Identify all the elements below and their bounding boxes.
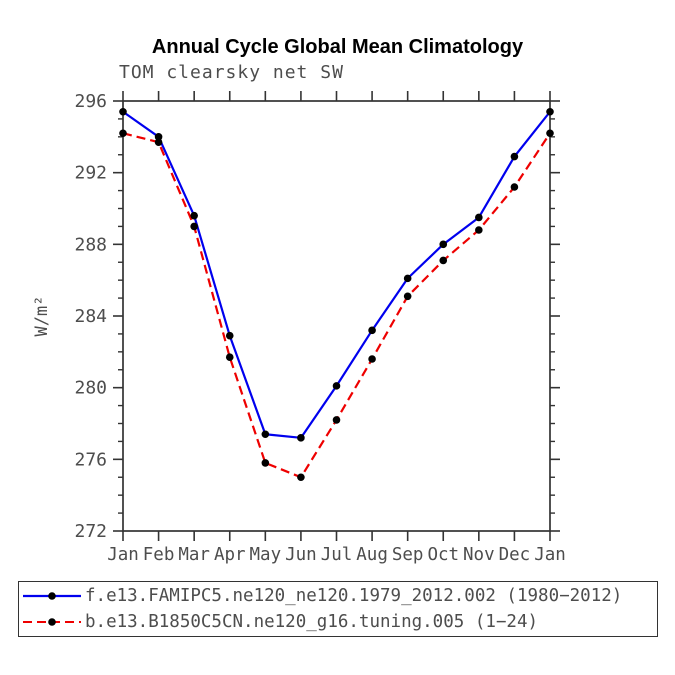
data-point <box>439 240 448 249</box>
legend-row: b.e13.B1850C5CN.ne120_g16.tuning.005 (1−… <box>19 610 657 635</box>
data-point <box>475 226 483 234</box>
data-point <box>332 416 341 424</box>
y-tick-label: 280 <box>74 378 107 399</box>
data-point <box>297 473 305 482</box>
x-tick-label: Oct <box>427 545 459 565</box>
data-point <box>225 331 234 340</box>
data-point <box>403 274 412 283</box>
data-point <box>154 133 163 141</box>
y-tick-label: 276 <box>74 449 107 470</box>
data-point <box>475 213 483 222</box>
x-tick-label: Aug <box>356 545 388 565</box>
x-tick-label: Jul <box>321 545 353 565</box>
y-tick-label: 272 <box>74 521 107 542</box>
data-point <box>546 107 554 116</box>
x-tick-label: Mar <box>178 545 210 565</box>
legend-line-solid-icon <box>23 592 81 600</box>
x-tick-label: Dec <box>499 545 531 565</box>
data-point <box>154 138 163 147</box>
x-tick-label: Jan <box>107 545 139 565</box>
data-point <box>261 459 270 467</box>
data-point <box>225 353 234 362</box>
data-point <box>510 183 519 191</box>
data-point <box>368 326 376 335</box>
x-tick-label: Jan <box>534 545 566 565</box>
x-tick-label: Feb <box>143 545 175 565</box>
data-point <box>403 292 412 301</box>
x-tick-label: Sep <box>392 545 424 565</box>
y-tick-label: 288 <box>74 234 107 255</box>
y-axis-label: W/m² <box>32 296 52 337</box>
legend-line-dashed-icon <box>23 618 81 626</box>
x-tick-label: Nov <box>463 545 495 565</box>
data-point <box>546 129 554 138</box>
data-point <box>368 355 376 363</box>
chart-subtitle: TOM clearsky net SW <box>119 62 344 83</box>
legend-box: f.e13.FAMIPC5.ne120_ne120.1979_2012.002 … <box>18 581 658 637</box>
data-point <box>119 107 127 116</box>
y-tick-label: 296 <box>74 91 107 112</box>
data-point <box>297 434 305 442</box>
data-point <box>190 222 198 231</box>
data-point <box>261 430 270 439</box>
data-point <box>510 152 519 161</box>
chart-title: Annual Cycle Global Mean Climatology <box>151 36 524 58</box>
series-line-dashed <box>122 132 551 479</box>
y-tick-label: 284 <box>74 306 107 327</box>
data-point <box>439 256 448 265</box>
x-tick-label: Apr <box>214 545 246 565</box>
data-point <box>190 211 198 220</box>
data-point <box>332 382 341 390</box>
legend-row: f.e13.FAMIPC5.ne120_ne120.1979_2012.002 … <box>19 583 657 608</box>
data-point <box>119 129 127 138</box>
legend-label-series2: b.e13.B1850C5CN.ne120_g16.tuning.005 (1−… <box>85 612 539 633</box>
y-tick-label: 292 <box>74 163 107 184</box>
x-tick-label: May <box>250 545 282 565</box>
x-tick-label: Jun <box>285 545 317 565</box>
plot-frame <box>122 100 551 532</box>
legend-label-series1: f.e13.FAMIPC5.ne120_ne120.1979_2012.002 … <box>85 585 623 606</box>
